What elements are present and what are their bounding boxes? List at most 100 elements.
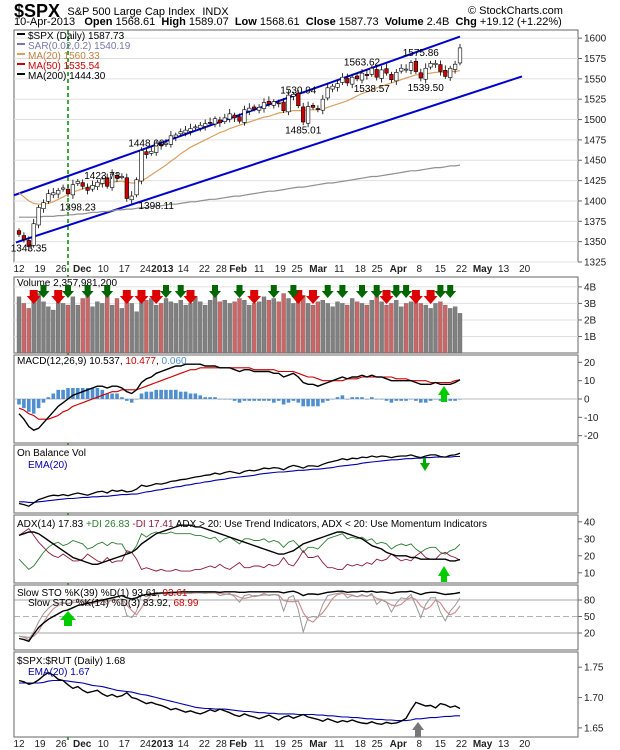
- macd-line: [18, 363, 461, 431]
- x-axis-label-top: 22: [199, 264, 211, 275]
- macd-histogram-bar: [365, 399, 369, 400]
- x-axis-label-bottom: 13: [498, 739, 510, 750]
- volume-arrow-up: [400, 285, 413, 298]
- macd-histogram-bar: [350, 397, 354, 399]
- volume-bar: [144, 299, 149, 354]
- volume-bar: [178, 299, 183, 354]
- site-credit: © StockCharts.com: [468, 5, 563, 17]
- macd-histogram-bar: [66, 388, 70, 399]
- volume-bar: [428, 308, 433, 354]
- ratio-panel: [13, 651, 579, 738]
- volume-arrow-down: [119, 290, 134, 304]
- x-axis-label-bottom: 18: [355, 739, 367, 750]
- volume-value: 2.4B: [426, 16, 450, 28]
- candle-body: [443, 69, 448, 77]
- x-axis-label-top: Mar: [309, 264, 327, 275]
- macd-histogram-bar: [262, 399, 266, 401]
- candle-body: [163, 142, 169, 145]
- volume-bar: [369, 299, 374, 354]
- volume-bar: [75, 304, 80, 354]
- volume-axis-tick-label: 1B: [584, 332, 597, 343]
- volume-bar: [198, 301, 203, 354]
- macd-histogram-bar: [203, 397, 207, 399]
- volume-bar: [163, 298, 169, 354]
- x-axis-label-top: 8: [417, 264, 423, 275]
- candle-body: [247, 107, 252, 112]
- volume-bar: [114, 298, 120, 354]
- price-axis-tick-label: 1325: [584, 258, 607, 269]
- candle-body: [276, 102, 281, 105]
- chg-label: Chg: [455, 16, 477, 28]
- volume-bar: [183, 304, 188, 354]
- volume-bar: [65, 304, 71, 354]
- x-axis-label-bottom: 28: [216, 739, 228, 750]
- volume-bar: [399, 306, 404, 354]
- x-axis-label-top: 15: [435, 264, 447, 275]
- volume-arrow-up: [174, 285, 187, 298]
- adx-arrow-up: [438, 566, 450, 582]
- high-value: 1589.07: [188, 16, 229, 28]
- plus-di-line: [18, 531, 461, 570]
- obv-arrow: [420, 458, 430, 471]
- candle-body: [394, 72, 399, 82]
- volume-bar: [345, 304, 350, 354]
- candle-body: [80, 182, 85, 187]
- volume-bar: [80, 298, 85, 354]
- candle-body: [340, 76, 345, 83]
- volume-bar: [217, 301, 223, 354]
- volume-axis-tick-label: 2B: [584, 315, 597, 326]
- legend-swatch: [17, 33, 25, 35]
- volume-bar: [286, 298, 291, 354]
- volume-bar: [443, 304, 448, 354]
- candle-body: [354, 75, 360, 80]
- volume-axis-tick-label: 3B: [584, 299, 597, 310]
- volume-bar: [26, 308, 31, 354]
- candle-body: [208, 122, 213, 124]
- obv-panel: [13, 444, 579, 514]
- price-axis-tick-label: 1500: [584, 115, 607, 126]
- sto-axis-tick-label: 50: [584, 612, 596, 623]
- x-axis-label-top: 20: [519, 264, 531, 275]
- volume-bar: [85, 293, 90, 354]
- macd-histogram-bar: [134, 399, 139, 400]
- candle-body: [95, 181, 100, 188]
- x-axis-label-bottom: May: [473, 739, 493, 750]
- volume-bar: [261, 296, 267, 354]
- x-axis-label-top: 12: [13, 264, 25, 275]
- x-axis-label-top: 11: [254, 264, 265, 275]
- x-axis-label-top: 14: [178, 264, 190, 275]
- macd-legend-part: ,: [156, 356, 162, 367]
- volume-bar: [325, 303, 330, 354]
- obv-ema-legend: EMA(20): [28, 460, 67, 471]
- macd-histogram-bar: [276, 399, 281, 401]
- macd-histogram-bar: [100, 389, 105, 399]
- volume-bar: [21, 303, 27, 354]
- macd-histogram-bar: [453, 399, 457, 401]
- volume-bar: [203, 304, 208, 354]
- volume-arrow-down: [149, 290, 164, 304]
- volume-bar: [158, 303, 164, 354]
- x-axis-label-top: Apr: [390, 264, 407, 275]
- index-name: S&P 500 Large Cap Index: [67, 5, 195, 18]
- volume-bar: [173, 303, 178, 354]
- volume-bar: [374, 295, 379, 354]
- macd-histogram-bar: [301, 399, 305, 407]
- x-axis-label-top: 24: [140, 264, 152, 275]
- volume-bar: [149, 298, 154, 354]
- macd-histogram-bar: [316, 399, 320, 407]
- macd-histogram-bar: [56, 389, 60, 399]
- volume-bar: [222, 299, 227, 354]
- macd-histogram-bar: [149, 391, 154, 399]
- candle-body: [413, 61, 419, 72]
- x-axis-label-top: 26: [56, 264, 68, 275]
- volume-bar: [207, 299, 213, 354]
- macd-histogram-bar: [110, 393, 114, 399]
- volume-arrow-up: [233, 285, 246, 298]
- x-axis-label-bottom: 12: [13, 739, 25, 750]
- sto-axis-tick-label: 20: [584, 629, 596, 640]
- volume-bar: [95, 301, 100, 354]
- x-axis-label-bottom: 10: [98, 739, 110, 750]
- macd-histogram-bar: [286, 399, 291, 403]
- legend-swatch: [17, 43, 25, 45]
- macd-histogram-bar: [370, 397, 374, 399]
